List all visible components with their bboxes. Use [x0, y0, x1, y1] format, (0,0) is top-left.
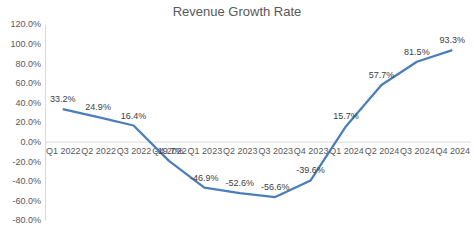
- plot-area: [63, 50, 453, 197]
- x-tick: Q2 2022: [81, 142, 116, 156]
- y-tick-label: 100.0%: [10, 39, 41, 49]
- x-tick-label: Q1 2023: [188, 146, 223, 156]
- x-tick: Q1 2023: [188, 142, 223, 156]
- y-tick: -60.0%: [12, 196, 45, 206]
- x-tick-label: Q1 2024: [329, 146, 364, 156]
- x-tick: Q3 2024: [400, 142, 435, 156]
- x-tick-label: Q4 2023: [294, 146, 329, 156]
- chart: Revenue Growth Rate -80.0% -60.0% -40.0% -20…: [0, 0, 474, 226]
- x-axis: Q1 2022Q2 2022Q3 2022Q4 2022Q1 2023Q2 20…: [46, 142, 471, 156]
- x-axis-line: [46, 142, 471, 143]
- data-label: 24.9%: [85, 102, 111, 112]
- y-tick: 120.0%: [10, 19, 45, 29]
- y-tick: -40.0%: [12, 176, 45, 186]
- x-tick: Q4 2024: [436, 142, 471, 156]
- data-label: 33.2%: [50, 94, 76, 104]
- x-tick-label: Q2 2022: [81, 146, 116, 156]
- y-tick: 100.0%: [10, 39, 45, 49]
- x-tick: Q1 2022: [46, 142, 81, 156]
- y-tick-label: -80.0%: [12, 215, 41, 225]
- data-label: -56.6%: [261, 182, 290, 192]
- y-tick: -20.0%: [12, 157, 45, 167]
- y-tick-label: 80.0%: [15, 59, 41, 69]
- x-tick: Q4 2023: [294, 142, 329, 156]
- data-label: 81.5%: [404, 47, 430, 57]
- data-label: 93.3%: [440, 35, 466, 45]
- y-axis: -80.0% -60.0% -40.0% -20.0% 0.0% 20.0% 40.0% 60…: [10, 19, 45, 225]
- y-tick-label: 40.0%: [15, 98, 41, 108]
- x-tick-label: Q4 2024: [436, 146, 471, 156]
- y-tick-label: -60.0%: [12, 196, 41, 206]
- y-tick: 20.0%: [15, 117, 45, 127]
- x-tick: Q2 2023: [223, 142, 258, 156]
- x-tick-label: Q3 2022: [117, 146, 152, 156]
- series-line: [63, 50, 453, 197]
- y-tick-label: -40.0%: [12, 176, 41, 186]
- x-tick-label: Q2 2024: [365, 146, 400, 156]
- data-labels: 33.2% 24.9% 16.4% -19.7% -46.9% -52.6% -56.6%-…: [50, 35, 465, 192]
- data-label: 57.7%: [369, 70, 395, 80]
- x-tick-label: Q3 2023: [258, 146, 293, 156]
- y-tick-label: 0.0%: [20, 137, 41, 147]
- data-label: -52.6%: [226, 178, 255, 188]
- y-tick-label: -20.0%: [12, 157, 41, 167]
- y-tick-label: 120.0%: [10, 19, 41, 29]
- y-tick: -80.0%: [12, 215, 45, 225]
- data-label: -19.7%: [155, 146, 184, 156]
- x-tick: Q3 2023: [258, 142, 293, 156]
- data-label: 16.4%: [121, 111, 147, 121]
- y-tick-label: 20.0%: [15, 117, 41, 127]
- data-label: -39.6%: [296, 165, 325, 175]
- data-label: 15.7%: [333, 111, 359, 121]
- y-tick: 60.0%: [15, 78, 45, 88]
- x-tick-label: Q2 2023: [223, 146, 258, 156]
- y-tick: 0.0%: [20, 137, 45, 147]
- x-tick-label: Q3 2024: [400, 146, 435, 156]
- data-label: -46.9%: [190, 173, 219, 183]
- x-tick-label: Q4 2022: [152, 146, 187, 156]
- x-tick: Q2 2024: [365, 142, 400, 156]
- y-tick: 40.0%: [15, 98, 45, 108]
- y-tick-label: 60.0%: [15, 78, 41, 88]
- x-tick: Q3 2022: [117, 142, 152, 156]
- y-tick: 80.0%: [15, 59, 45, 69]
- x-tick: Q4 2022: [152, 142, 187, 156]
- title: Revenue Growth Rate: [173, 4, 302, 19]
- x-tick-label: Q1 2022: [46, 146, 81, 156]
- y-axis-line: [45, 25, 46, 221]
